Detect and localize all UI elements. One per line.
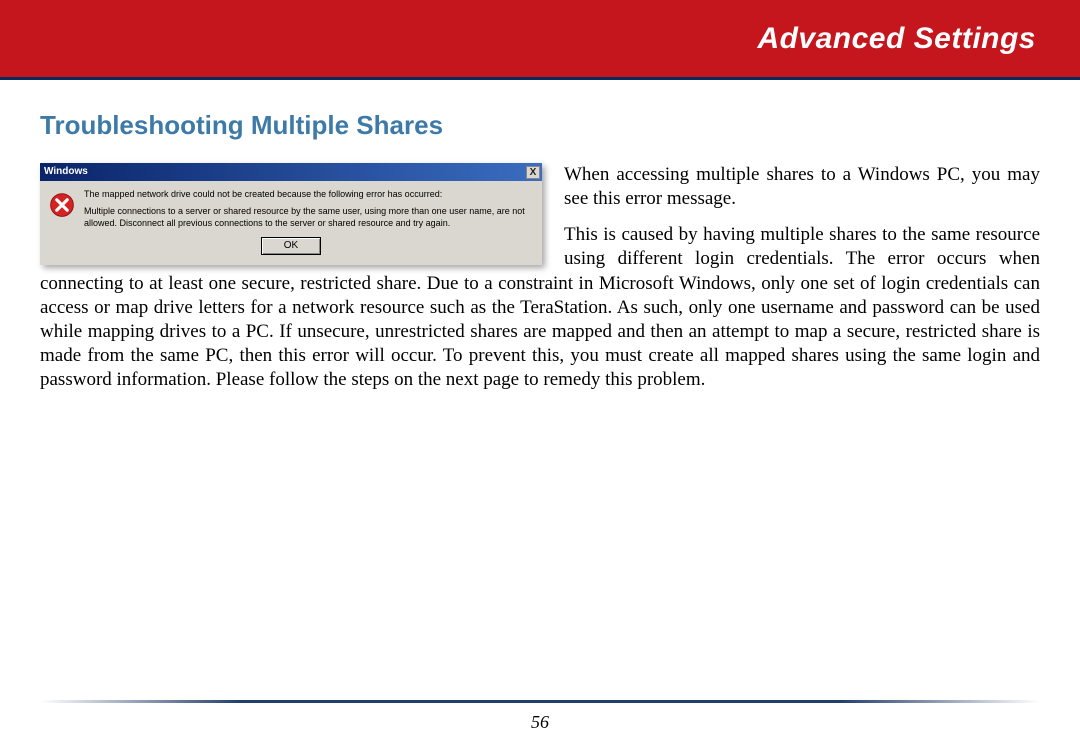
dialog-titlebar: Windows X	[40, 163, 542, 181]
section-title: Troubleshooting Multiple Shares	[40, 110, 1040, 141]
document-page: Advanced Settings Troubleshooting Multip…	[0, 0, 1080, 747]
dialog-message-1: The mapped network drive could not be cr…	[84, 189, 534, 200]
para2-rest: The error occurs when connecting to at l…	[40, 248, 1040, 390]
header-band: Advanced Settings	[0, 0, 1080, 80]
footer-rule	[40, 700, 1040, 703]
ok-button[interactable]: OK	[261, 237, 321, 256]
dialog-message-2: Multiple connections to a server or shar…	[84, 206, 534, 229]
dialog-body: The mapped network drive could not be cr…	[40, 181, 542, 237]
dialog-footer: OK	[40, 237, 542, 266]
body-text: Windows X The mapped network drive could…	[40, 163, 1040, 404]
dialog-messages: The mapped network drive could not be cr…	[84, 189, 534, 229]
error-icon	[48, 191, 76, 219]
header-title: Advanced Settings	[757, 22, 1036, 56]
close-icon[interactable]: X	[526, 166, 540, 179]
error-dialog: Windows X The mapped network drive could…	[40, 163, 542, 265]
dialog-title-label: Windows	[44, 166, 88, 179]
page-number: 56	[0, 712, 1080, 733]
content-area: Troubleshooting Multiple Shares Windows …	[0, 80, 1080, 404]
